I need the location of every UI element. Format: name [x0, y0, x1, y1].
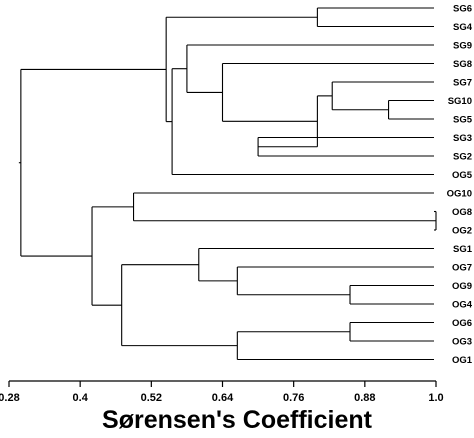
leaf-label-og2: OG2: [452, 226, 472, 237]
x-tick-label: 0.4: [73, 392, 89, 404]
x-axis: 0.28 0.4 0.52 0.64 0.76 0.88 1.0: [0, 380, 444, 404]
leaf-label-og10: OG10: [447, 189, 472, 200]
leaf-label-sg6: SG6: [453, 4, 472, 15]
x-tick-label: 0.76: [283, 392, 304, 404]
leaf-label-og9: OG9: [452, 281, 472, 292]
leaf-label-sg10: SG10: [448, 96, 472, 107]
x-tick-label: 1.0: [428, 392, 443, 404]
leaf-label-og1: OG1: [452, 355, 473, 366]
leaf-label-og3: OG3: [452, 337, 472, 348]
x-tick-label: 0.64: [212, 392, 234, 404]
leaf-label-sg9: SG9: [453, 41, 472, 52]
leaf-label-og5: OG5: [452, 170, 473, 181]
leaf-label-sg3: SG3: [453, 133, 472, 144]
leaf-labels: SG6 SG4 SG9 SG8 SG7 SG10 SG5 SG3 SG2 OG5 OG10 OG8 OG…: [447, 4, 473, 367]
leaf-label-sg5: SG5: [453, 115, 473, 126]
leaf-label-sg2: SG2: [453, 152, 472, 163]
leaf-label-sg1: SG1: [453, 244, 473, 255]
leaf-label-og6: OG6: [452, 318, 472, 329]
leaf-label-og8: OG8: [452, 207, 472, 218]
x-axis-title: Sørensen's Coefficient: [102, 406, 373, 434]
leaf-label-og4: OG4: [452, 300, 473, 311]
leaf-label-sg7: SG7: [453, 78, 472, 89]
x-tick-label: 0.88: [354, 392, 375, 404]
leaf-label-sg8: SG8: [453, 59, 472, 70]
leaf-label-sg4: SG4: [453, 22, 473, 33]
dendrogram-branches: [18, 7, 437, 361]
x-tick-label: 0.52: [141, 392, 162, 404]
leaf-label-og7: OG7: [452, 263, 472, 274]
x-tick-label: 0.28: [0, 392, 20, 404]
